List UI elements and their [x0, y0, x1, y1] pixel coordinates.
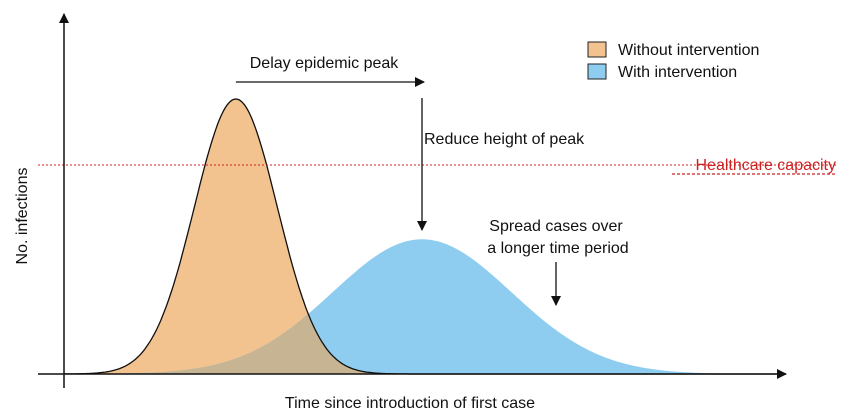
delay-peak-annotation: Delay epidemic peak — [250, 55, 400, 72]
healthcare-capacity-label: Healthcare capacity — [695, 157, 836, 174]
x-axis-label: Time since introduction of first case — [285, 395, 535, 412]
legend-swatch-with-intervention — [587, 63, 607, 80]
without-intervention-area — [64, 99, 780, 374]
spread-cases-annotation-line-1: Spread cases over — [489, 218, 623, 235]
legend-swatch-without-intervention — [587, 41, 607, 58]
with-intervention-area — [64, 239, 780, 374]
legend: Without intervention With intervention — [587, 41, 759, 81]
reduce-peak-annotation: Reduce height of peak — [424, 131, 585, 148]
legend-label-with-intervention: With intervention — [618, 64, 737, 81]
y-axis-label: No. infections — [14, 168, 31, 265]
legend-label-without-intervention: Without intervention — [618, 42, 759, 59]
spread-cases-annotation-line-2: a longer time period — [487, 240, 628, 257]
